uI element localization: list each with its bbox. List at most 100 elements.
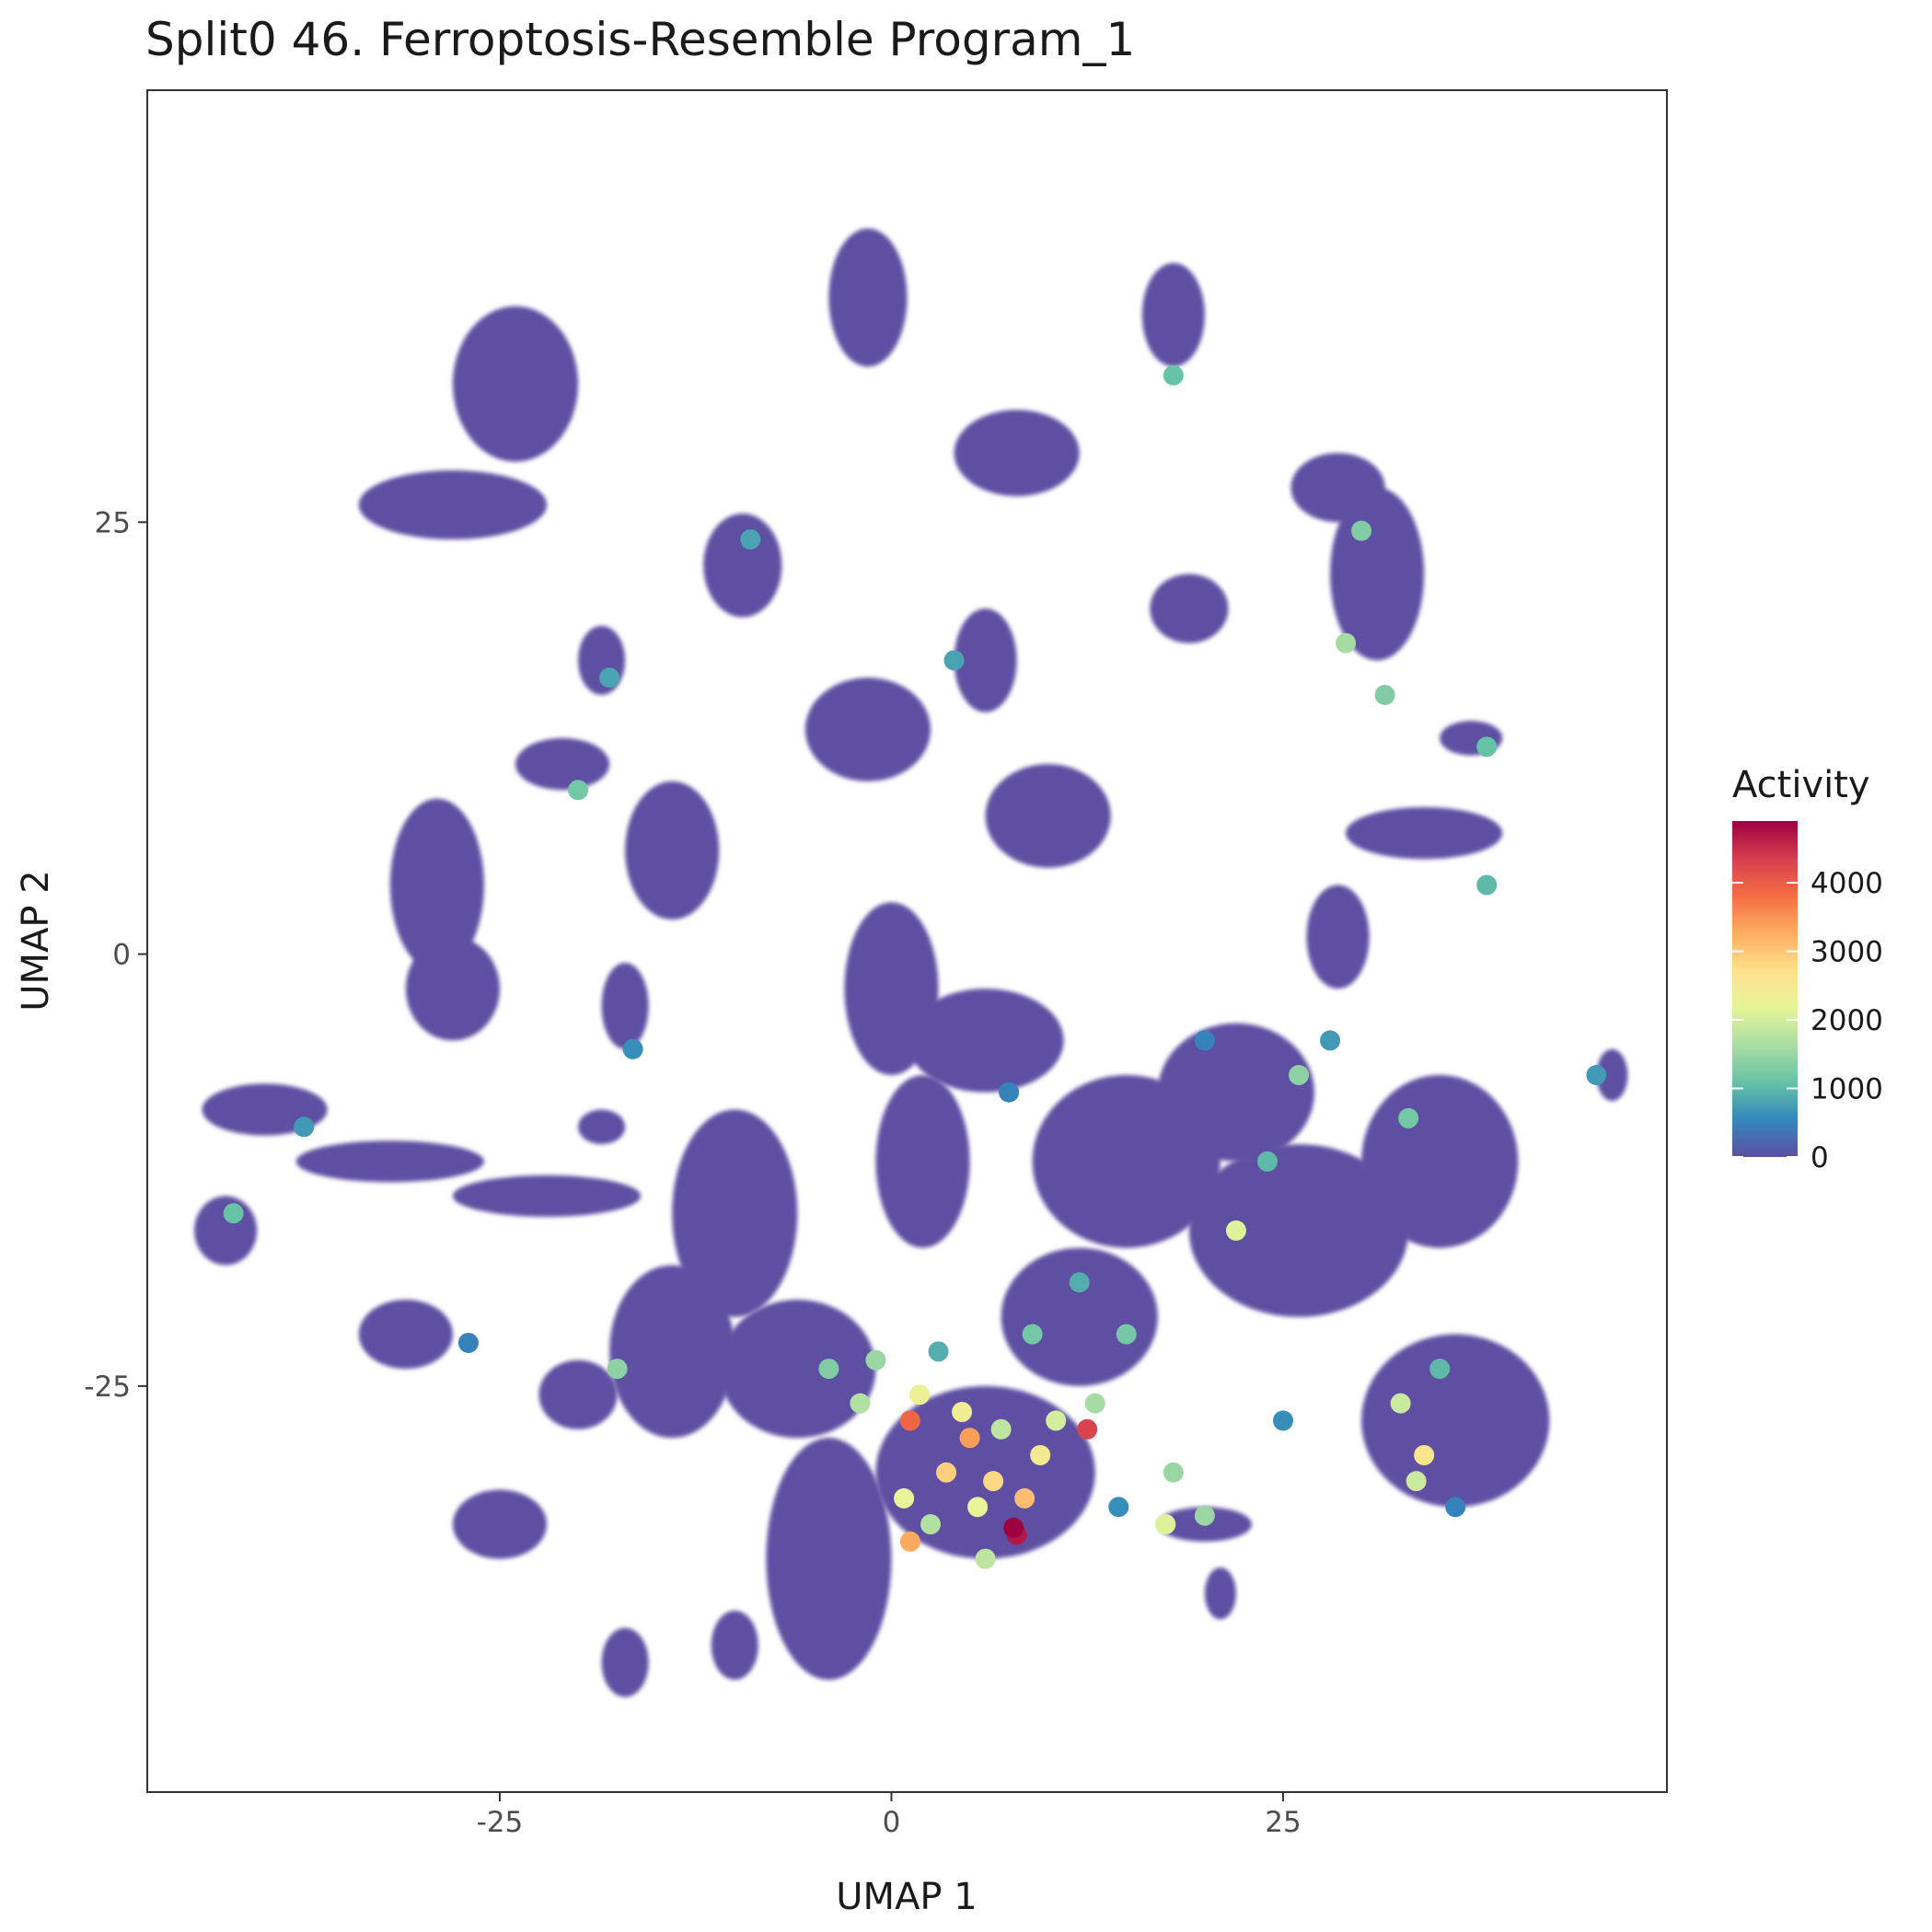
data-point xyxy=(1046,1410,1067,1431)
cell-cluster xyxy=(766,1438,892,1680)
data-point xyxy=(1429,1359,1451,1380)
cell-cluster xyxy=(804,677,931,781)
cell-cluster xyxy=(194,1196,258,1266)
data-point xyxy=(1336,632,1357,654)
cell-cluster xyxy=(1361,1334,1550,1508)
data-point xyxy=(1289,1064,1310,1085)
cell-cluster xyxy=(389,798,484,972)
cell-cluster xyxy=(601,1627,649,1697)
data-point xyxy=(920,1514,942,1535)
data-point xyxy=(909,1384,931,1406)
x-tick-label: 25 xyxy=(1265,1806,1301,1839)
data-point xyxy=(899,1410,920,1431)
cell-cluster xyxy=(875,1074,970,1248)
data-point xyxy=(1256,1151,1278,1172)
active-cells xyxy=(223,364,1607,1569)
cell-cluster xyxy=(1141,262,1205,367)
cell-cluster xyxy=(954,410,1080,497)
y-tick-label: -25 xyxy=(84,1371,131,1404)
data-point xyxy=(952,1402,973,1423)
cell-clusters xyxy=(194,228,1628,1697)
cell-cluster xyxy=(1157,1023,1315,1162)
data-point xyxy=(928,1341,949,1362)
cell-cluster xyxy=(578,1109,626,1145)
data-point xyxy=(599,667,620,688)
colorbar-tick-label: 2000 xyxy=(1811,1004,1883,1037)
data-point xyxy=(1225,1220,1246,1241)
data-point xyxy=(983,1471,1004,1492)
activity-legend: Activity 0 1000 2000 3000 4000 xyxy=(1732,764,1883,1174)
cell-cluster xyxy=(452,1489,548,1559)
cell-cluster xyxy=(1306,885,1370,989)
cell-cluster xyxy=(828,228,908,367)
data-point xyxy=(1351,520,1372,541)
data-point xyxy=(894,1487,915,1509)
data-point xyxy=(1476,874,1498,896)
data-point xyxy=(1155,1514,1176,1535)
data-point xyxy=(1163,1462,1184,1483)
cell-cluster xyxy=(515,737,610,791)
data-point xyxy=(1014,1487,1035,1509)
data-point xyxy=(990,1418,1012,1440)
data-point xyxy=(740,529,761,550)
cell-cluster xyxy=(295,1140,484,1183)
data-point xyxy=(899,1531,920,1552)
colorbar-tick-label: 3000 xyxy=(1811,936,1883,969)
cell-cluster xyxy=(1361,1074,1519,1248)
colorbar-tick-label: 1000 xyxy=(1811,1073,1883,1106)
data-point xyxy=(967,1497,989,1518)
data-point xyxy=(1084,1393,1105,1414)
cell-cluster xyxy=(601,962,649,1049)
data-point xyxy=(1116,1324,1137,1345)
data-point xyxy=(1030,1444,1051,1465)
data-point xyxy=(607,1359,628,1380)
y-axis-title: UMAP 2 xyxy=(15,870,57,1011)
chart-title: Split0 46. Ferroptosis-Resemble Program_… xyxy=(145,13,1136,66)
data-point xyxy=(1108,1497,1129,1518)
data-point xyxy=(1374,685,1395,706)
colorbar-tick-label: 0 xyxy=(1811,1141,1829,1174)
panel-border xyxy=(146,89,1668,1793)
cell-cluster xyxy=(719,1300,876,1439)
x-axis-title: UMAP 1 xyxy=(836,1876,977,1918)
data-point xyxy=(1003,1517,1024,1538)
data-point xyxy=(568,780,589,801)
cell-cluster xyxy=(358,1300,453,1370)
cell-cluster xyxy=(1188,1144,1409,1317)
data-point xyxy=(223,1203,244,1224)
data-point xyxy=(1445,1497,1466,1518)
cell-cluster xyxy=(538,1359,618,1429)
data-point xyxy=(1390,1393,1411,1414)
data-point xyxy=(975,1548,996,1569)
axes: -25 0 25 -25 0 25 xyxy=(84,506,1301,1839)
cell-cluster xyxy=(985,764,1111,868)
cell-cluster xyxy=(609,1265,735,1439)
cell-cluster xyxy=(1150,573,1229,643)
data-point xyxy=(850,1393,871,1414)
data-point xyxy=(1406,1471,1427,1492)
cell-cluster xyxy=(1346,807,1503,860)
legend-title: Activity xyxy=(1732,764,1870,806)
data-point xyxy=(818,1359,839,1380)
data-point xyxy=(622,1038,643,1059)
data-point xyxy=(1398,1107,1419,1128)
cell-cluster xyxy=(452,1174,642,1217)
cell-cluster xyxy=(907,989,1064,1093)
cell-cluster xyxy=(1596,1048,1628,1102)
data-point xyxy=(1414,1444,1435,1465)
data-point xyxy=(936,1462,957,1483)
cell-cluster xyxy=(358,469,548,540)
data-point xyxy=(1194,1505,1215,1526)
cell-cluster xyxy=(711,1610,758,1680)
data-point xyxy=(1194,1030,1215,1051)
y-tick-label: 25 xyxy=(95,506,131,539)
cell-cluster xyxy=(1001,1247,1158,1386)
cell-cluster xyxy=(672,1109,798,1317)
cell-cluster xyxy=(954,608,1017,712)
colorbar-ticks: 0 1000 2000 3000 4000 xyxy=(1732,867,1883,1174)
data-point xyxy=(943,650,965,671)
x-tick-label: 0 xyxy=(883,1806,901,1839)
data-point xyxy=(959,1428,980,1449)
data-point xyxy=(1022,1324,1043,1345)
